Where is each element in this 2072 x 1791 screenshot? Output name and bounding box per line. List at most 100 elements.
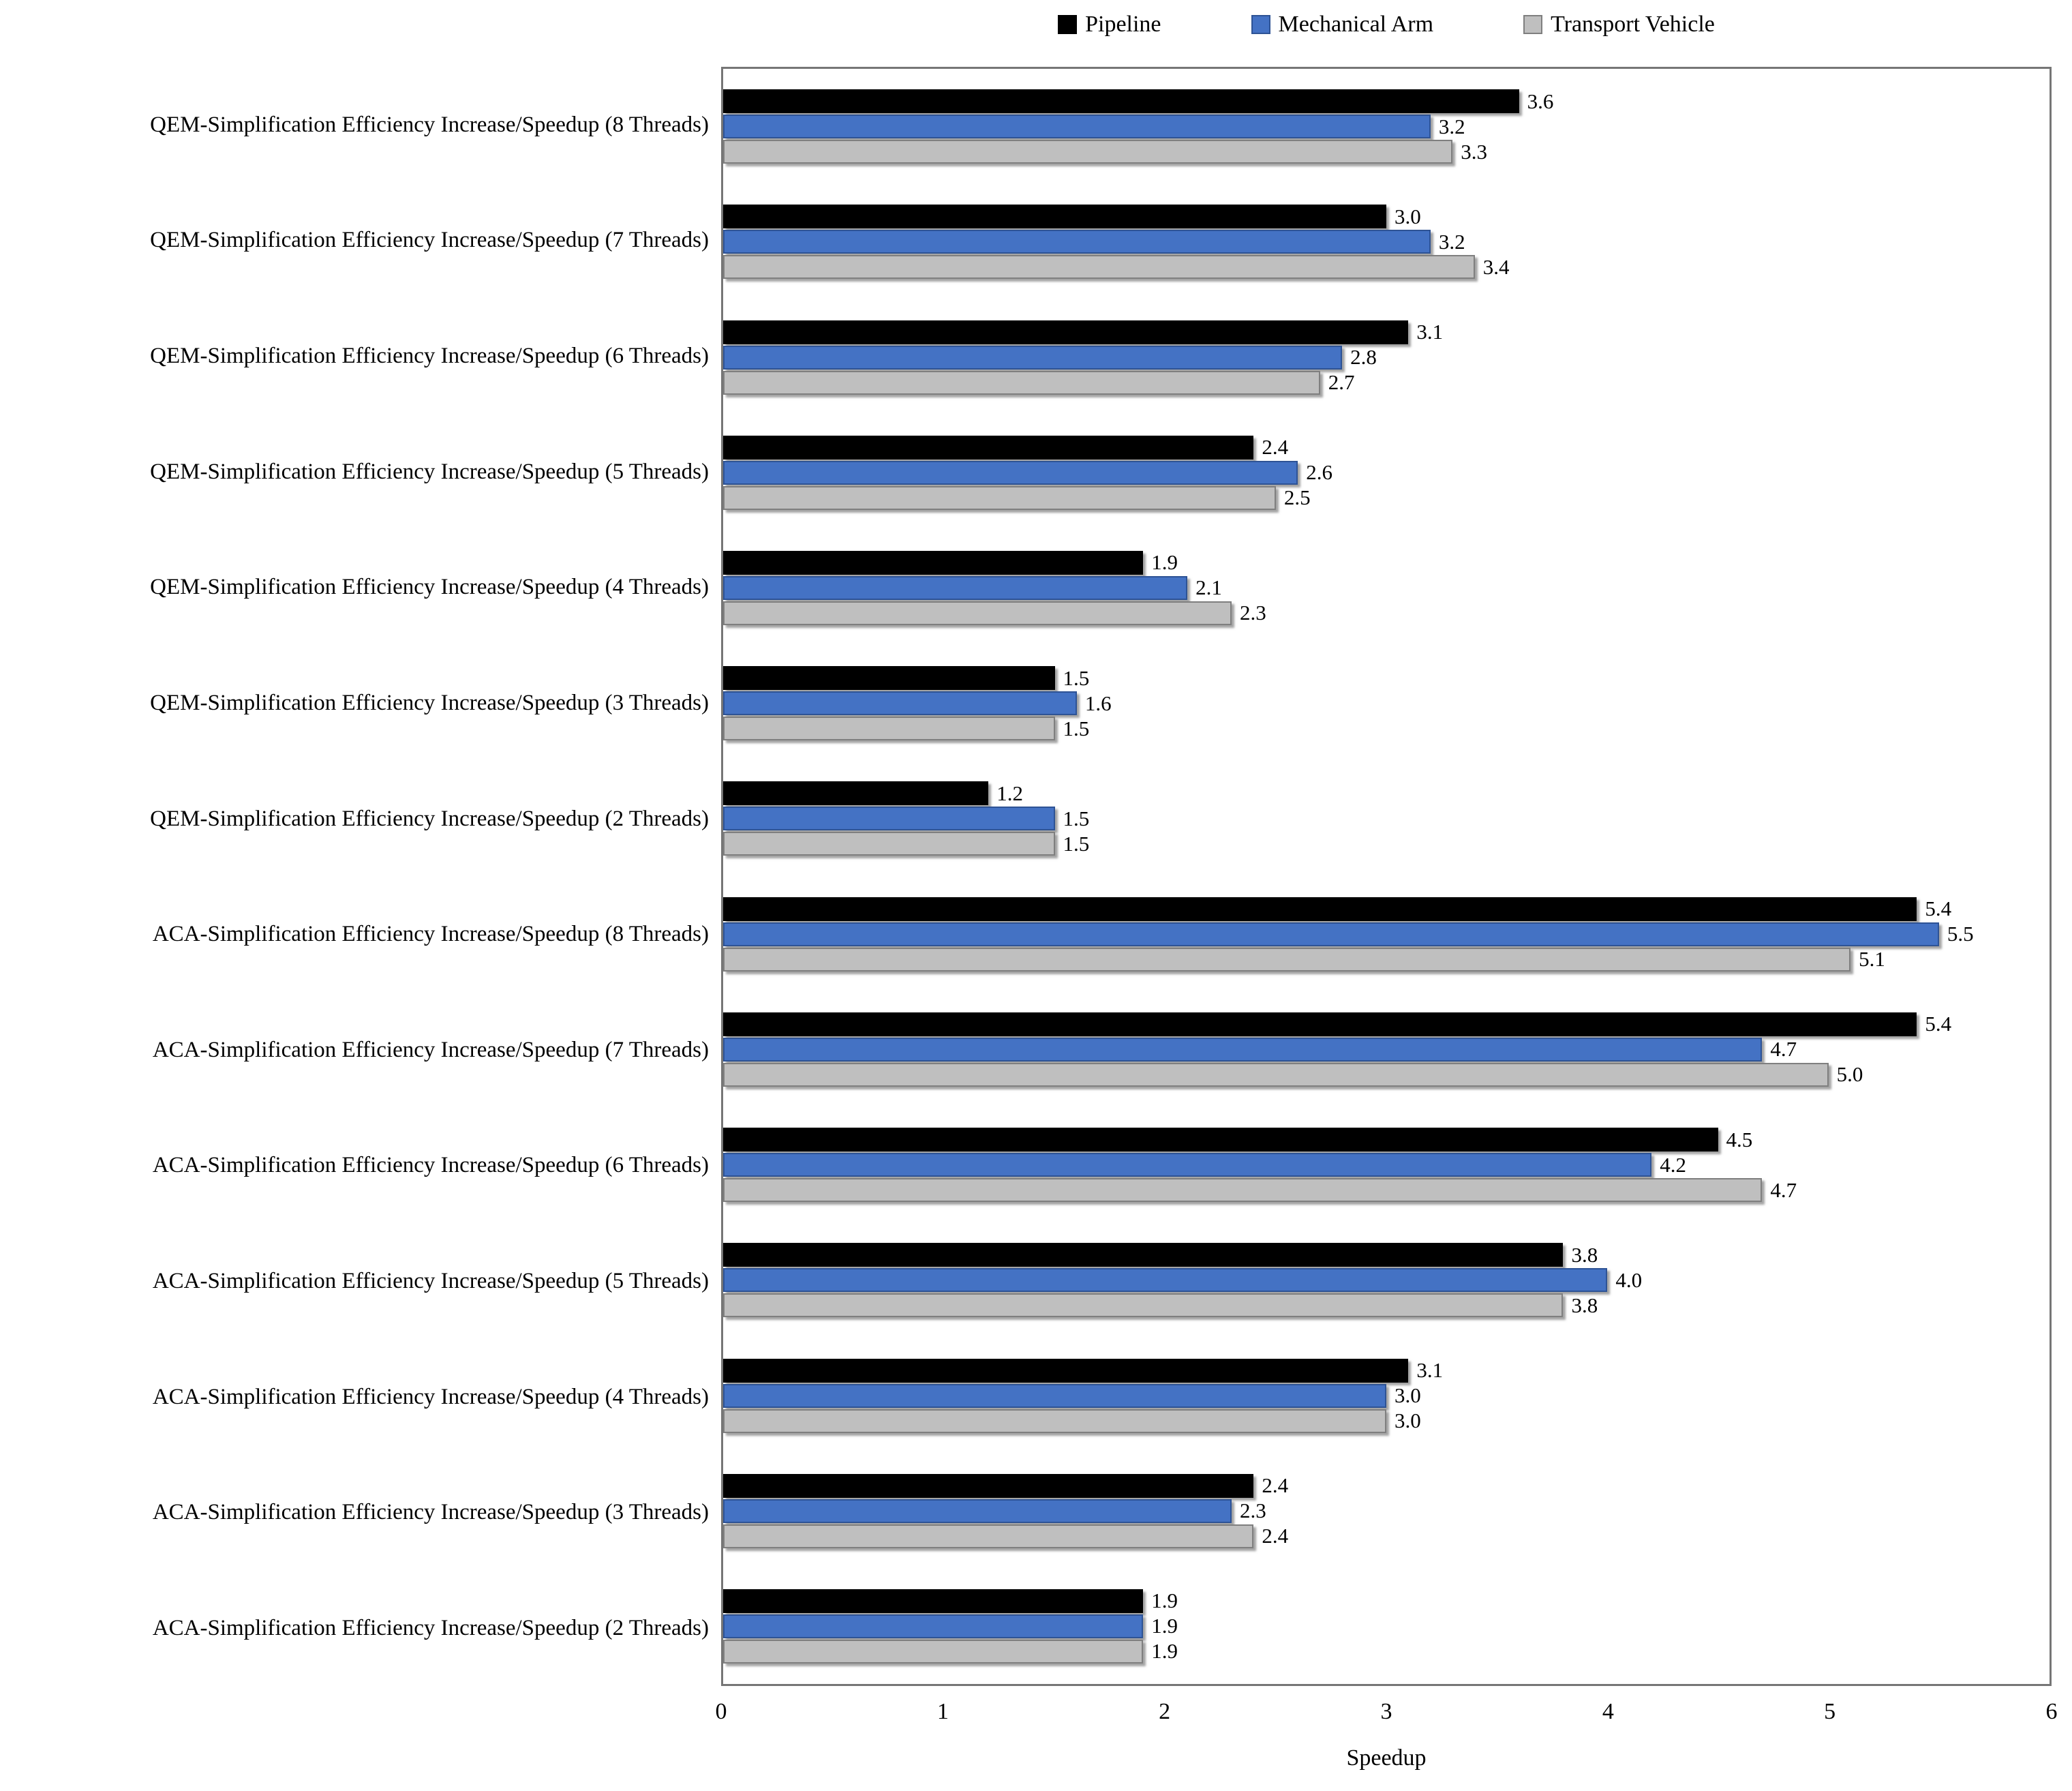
legend-swatch-transport-vehicle — [1523, 15, 1543, 34]
category-row-2: QEM-Simplification Efficiency Increase/S… — [0, 298, 709, 414]
category-label: QEM-Simplification Efficiency Increase/S… — [150, 459, 709, 484]
bar-line: 2.4 — [723, 435, 2050, 460]
category-label: QEM-Simplification Efficiency Increase/S… — [150, 690, 709, 715]
bar-transport-vehicle — [723, 717, 1055, 741]
bar-value-label: 3.1 — [1416, 320, 1444, 344]
bar-transport-vehicle — [723, 1293, 1564, 1318]
bar-value-label: 3.1 — [1416, 1358, 1444, 1383]
category-row-3: QEM-Simplification Efficiency Increase/S… — [0, 414, 709, 530]
bar-pipeline — [723, 1128, 1718, 1152]
bar-mechanical-arm — [723, 115, 1431, 139]
bar-value-label: 5.4 — [1925, 897, 1952, 921]
category-band-7: 5.4 5.5 5.1 — [723, 877, 2050, 992]
plot-area: 3.6 3.2 3.3 3.0 3.2 3.4 3.1 2.8 2.7 2.4 2.6 2.5 1.9 2… — [721, 67, 2052, 1686]
bar-value-label: 1.5 — [1063, 716, 1090, 740]
legend-label-transport-vehicle: Transport Vehicle — [1551, 12, 1715, 37]
bar-value-label: 4.0 — [1615, 1267, 1643, 1292]
bar-value-label: 2.4 — [1262, 1473, 1289, 1498]
bar-pipeline — [723, 781, 989, 806]
category-row-1: QEM-Simplification Efficiency Increase/S… — [0, 183, 709, 299]
bar-pipeline — [723, 1589, 1144, 1613]
bar-value-label: 1.9 — [1151, 1639, 1178, 1664]
category-band-2: 3.1 2.8 2.7 — [723, 299, 2050, 415]
bar-transport-vehicle — [723, 1409, 1386, 1433]
bar-value-label: 1.5 — [1063, 665, 1090, 690]
bar-pipeline — [723, 320, 1409, 344]
category-band-4: 1.9 2.1 2.3 — [723, 530, 2050, 646]
bar-line: 2.6 — [723, 460, 2050, 485]
x-tick-2: 2 — [1159, 1699, 1171, 1724]
bar-value-label: 5.4 — [1925, 1012, 1952, 1036]
bar-transport-vehicle — [723, 1178, 1763, 1203]
bar-value-label: 2.8 — [1350, 345, 1377, 370]
category-row-7: ACA-Simplification Efficiency Increase/S… — [0, 876, 709, 992]
bar-line: 1.6 — [723, 691, 2050, 716]
bar-value-label: 3.0 — [1395, 204, 1421, 228]
bar-pipeline — [723, 1012, 1917, 1036]
bar-line: 1.5 — [723, 806, 2050, 831]
legend-label-pipeline: Pipeline — [1085, 12, 1161, 37]
legend-item-mechanical-arm: Mechanical Arm — [1251, 12, 1433, 37]
bar-mechanical-arm — [723, 1614, 1144, 1638]
category-label: ACA-Simplification Efficiency Increase/S… — [152, 922, 709, 947]
bar-line: 3.2 — [723, 230, 2050, 254]
category-label: QEM-Simplification Efficiency Increase/S… — [150, 343, 709, 368]
bar-value-label: 3.3 — [1461, 139, 1488, 164]
bar-line: 3.4 — [723, 254, 2050, 280]
category-row-11: ACA-Simplification Efficiency Increase/S… — [0, 1339, 709, 1455]
bar-line: 4.7 — [723, 1037, 2050, 1062]
bar-pipeline — [723, 1243, 1564, 1267]
bar-value-label: 1.9 — [1151, 1614, 1178, 1638]
bar-line: 2.1 — [723, 575, 2050, 600]
bar-value-label: 1.9 — [1151, 550, 1178, 575]
bar-line: 5.4 — [723, 1012, 2050, 1036]
bar-transport-vehicle — [723, 832, 1055, 856]
category-band-5: 1.5 1.6 1.5 — [723, 646, 2050, 761]
bar-line: 2.5 — [723, 485, 2050, 510]
category-label: QEM-Simplification Efficiency Increase/S… — [150, 806, 709, 831]
bar-value-label: 1.5 — [1063, 806, 1090, 830]
bar-line: 3.0 — [723, 1409, 2050, 1433]
bar-value-label: 2.3 — [1239, 601, 1266, 625]
bar-line: 1.5 — [723, 832, 2050, 856]
bar-value-label: 2.4 — [1262, 1524, 1289, 1548]
category-band-8: 5.4 4.7 5.0 — [723, 992, 2050, 1107]
bar-value-label: 3.8 — [1571, 1293, 1598, 1317]
bar-value-label: 2.7 — [1328, 370, 1355, 395]
bar-mechanical-arm — [723, 575, 1188, 600]
bar-transport-vehicle — [723, 601, 1232, 625]
bar-line: 2.7 — [723, 370, 2050, 395]
category-row-0: QEM-Simplification Efficiency Increase/S… — [0, 67, 709, 183]
category-row-12: ACA-Simplification Efficiency Increase/S… — [0, 1455, 709, 1571]
category-label: ACA-Simplification Efficiency Increase/S… — [152, 1037, 709, 1062]
bar-line: 3.3 — [723, 140, 2050, 164]
bar-mechanical-arm — [723, 460, 1298, 485]
category-band-6: 1.2 1.5 1.5 — [723, 761, 2050, 876]
bar-transport-vehicle — [723, 140, 1453, 164]
category-axis: QEM-Simplification Efficiency Increase/S… — [0, 67, 709, 1686]
bar-line: 3.2 — [723, 115, 2050, 139]
bar-pipeline — [723, 550, 1144, 575]
bar-line: 1.9 — [723, 1589, 2050, 1613]
category-row-6: QEM-Simplification Efficiency Increase/S… — [0, 761, 709, 877]
category-row-10: ACA-Simplification Efficiency Increase/S… — [0, 1223, 709, 1339]
bar-value-label: 3.4 — [1482, 254, 1510, 279]
bar-value-label: 2.6 — [1306, 460, 1333, 485]
bar-value-label: 5.5 — [1947, 922, 1974, 946]
bar-mechanical-arm — [723, 1037, 1763, 1062]
x-axis-ticks: 0 1 2 3 4 5 6 — [716, 1699, 2058, 1729]
bar-value-label: 1.9 — [1151, 1589, 1178, 1613]
bar-mechanical-arm — [723, 1153, 1652, 1177]
x-tick-3: 3 — [1380, 1699, 1392, 1724]
category-label: QEM-Simplification Efficiency Increase/S… — [150, 112, 709, 137]
x-tick-4: 4 — [1602, 1699, 1614, 1724]
bar-line: 3.1 — [723, 320, 2050, 344]
x-axis-title: Speedup — [1346, 1745, 1427, 1771]
category-row-8: ACA-Simplification Efficiency Increase/S… — [0, 992, 709, 1108]
bar-line: 2.3 — [723, 601, 2050, 625]
bar-line: 5.1 — [723, 947, 2050, 972]
bar-line: 2.3 — [723, 1499, 2050, 1523]
category-label: ACA-Simplification Efficiency Increase/S… — [152, 1500, 709, 1525]
bar-pipeline — [723, 897, 1917, 921]
